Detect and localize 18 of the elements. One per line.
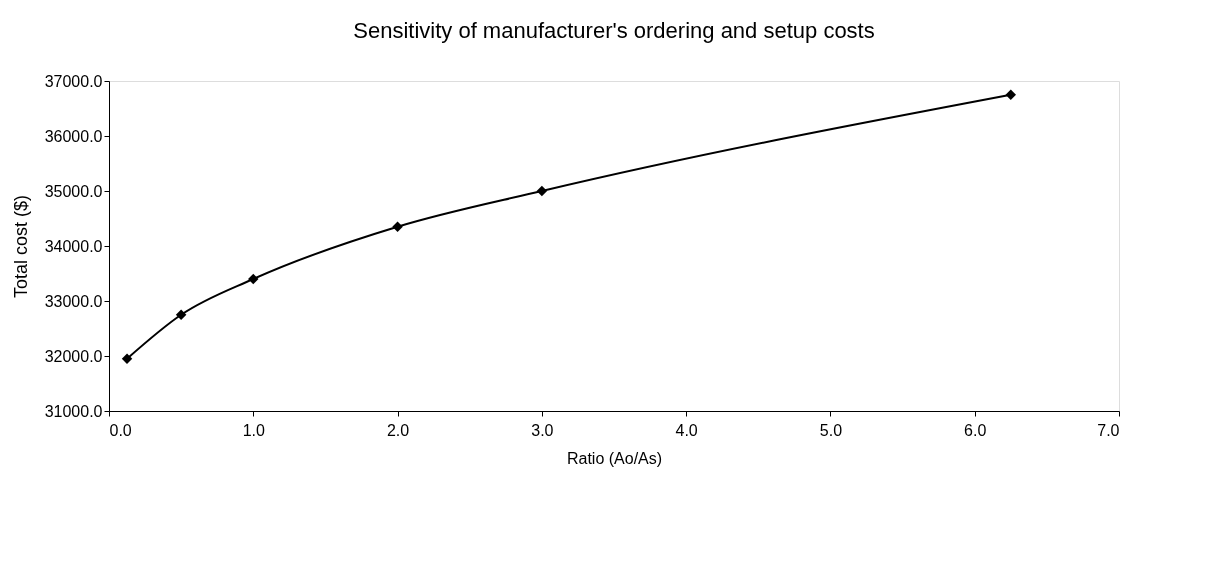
x-tick-label: 7.0 — [1097, 421, 1120, 439]
x-tick-label: 2.0 — [386, 421, 410, 439]
y-tick-label: 37000.0 — [44, 72, 103, 90]
x-tick-label: 5.0 — [819, 421, 843, 439]
x-tick-label: 1.0 — [242, 421, 265, 439]
y-tick-label: 34000.0 — [44, 237, 103, 255]
x-axis-title: Ratio (Ao/As) — [566, 449, 663, 467]
x-tick-label: 4.0 — [675, 421, 698, 439]
y-tick-label: 35000.0 — [44, 182, 103, 200]
x-tick-label: 3.0 — [531, 421, 554, 439]
y-tick-label: 36000.0 — [44, 127, 103, 145]
chart-title: Sensitivity of manufacturer's ordering and setup costs — [353, 18, 875, 43]
x-tick-label: 6.0 — [964, 421, 987, 439]
y-tick-label: 32000.0 — [44, 347, 103, 365]
y-tick-label: 31000.0 — [44, 402, 103, 420]
x-tick-label: 0.0 — [109, 421, 132, 439]
y-axis-title: Total cost ($) — [10, 194, 31, 299]
y-tick-label: 33000.0 — [44, 292, 103, 310]
